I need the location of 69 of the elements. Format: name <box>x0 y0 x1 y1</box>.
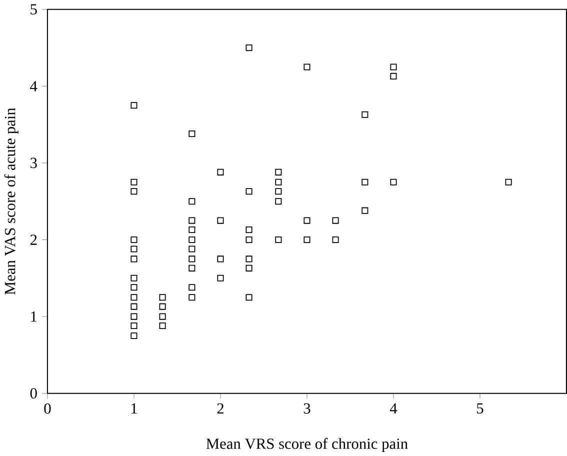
y-axis-title: Mean VAS score of acute pain <box>4 108 18 294</box>
point <box>246 44 252 51</box>
point <box>188 130 196 137</box>
point <box>246 188 252 194</box>
y-tick-label: 4 <box>30 80 38 92</box>
point <box>246 236 252 243</box>
point <box>130 236 138 243</box>
point <box>246 264 252 272</box>
point <box>246 256 252 262</box>
point <box>275 178 282 186</box>
point <box>217 217 224 224</box>
point <box>188 217 196 224</box>
point <box>130 313 138 320</box>
point <box>275 198 282 204</box>
point <box>390 178 397 186</box>
point <box>217 256 224 262</box>
point <box>159 294 166 300</box>
point <box>304 64 310 70</box>
point <box>130 322 138 329</box>
point <box>159 322 166 329</box>
point <box>188 264 196 272</box>
point <box>362 178 368 186</box>
x-tick-label: 0 <box>44 403 51 414</box>
point <box>188 236 196 243</box>
point <box>130 178 138 186</box>
point <box>130 102 138 108</box>
point <box>159 313 166 320</box>
point <box>304 236 310 243</box>
point <box>130 256 138 262</box>
point <box>246 294 252 300</box>
point <box>390 64 397 70</box>
point <box>188 226 196 233</box>
y-tick-label: 5 <box>30 4 37 14</box>
point <box>390 72 397 80</box>
x-tick-label: 3 <box>304 403 310 414</box>
y-tick-label: 2 <box>30 234 37 245</box>
y-tick-label: 3 <box>30 158 37 168</box>
point <box>505 178 512 186</box>
point <box>188 284 196 290</box>
point <box>332 236 339 243</box>
point <box>188 294 196 300</box>
point <box>188 256 196 262</box>
x-tick-label: 2 <box>217 403 224 414</box>
y-tick-label: 1 <box>31 311 37 322</box>
x-tick-label: 4 <box>390 403 398 414</box>
point <box>130 303 138 310</box>
point <box>246 226 252 233</box>
point <box>159 303 166 310</box>
point <box>304 217 310 224</box>
point <box>275 188 282 194</box>
y-tick-label: 0 <box>30 388 37 398</box>
point <box>217 274 224 282</box>
point <box>130 246 138 252</box>
point <box>130 188 138 194</box>
point <box>130 332 138 339</box>
point <box>332 217 339 224</box>
point <box>130 274 138 282</box>
point <box>188 198 196 204</box>
point <box>362 207 368 214</box>
point <box>130 294 138 300</box>
point <box>217 168 224 176</box>
x-tick-label: 5 <box>477 403 484 414</box>
x-axis-title: Mean VRS score of chronic pain <box>206 438 408 452</box>
point <box>188 246 196 252</box>
point <box>275 168 282 176</box>
point <box>275 236 282 243</box>
point <box>130 284 138 290</box>
point <box>362 111 368 118</box>
x-tick-label: 1 <box>131 403 137 414</box>
